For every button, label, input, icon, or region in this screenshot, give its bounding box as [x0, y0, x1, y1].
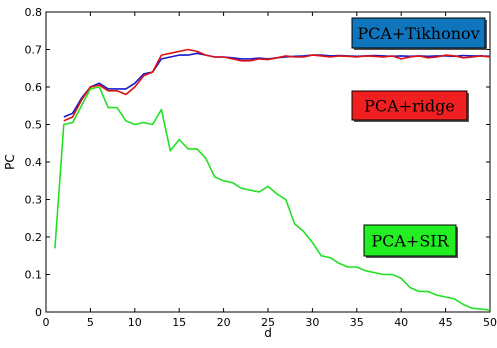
y-axis-label: PC [3, 154, 17, 170]
y-tick-label: 0 [35, 306, 42, 319]
legend-box-pca-tikhonov [351, 17, 486, 49]
legend-box-pca-ridge [351, 90, 468, 121]
legend-label-pca-tikhonov: PCA+Tikhonov [357, 24, 479, 43]
series-line-pca-ridge [63, 48, 491, 122]
y-tick-label: 0.5 [25, 119, 43, 132]
series-line-pca-sir [54, 86, 491, 311]
x-axis-label: d [264, 326, 272, 340]
x-tick-label: 5 [87, 316, 94, 329]
y-tick-label: 0.7 [25, 44, 43, 57]
x-tick-label: 0 [43, 316, 50, 329]
y-tick-label: 0.8 [25, 6, 43, 19]
x-tick-label: 35 [350, 316, 364, 329]
x-tick-label: 15 [172, 316, 186, 329]
legend-boxes: PCA+Tikhonov PCA+ridge PCA+SIR [351, 17, 487, 258]
series-lines [54, 48, 491, 311]
legend-label-pca-ridge: PCA+ridge [364, 97, 455, 116]
axis-ticks: 0 5 10 15 20 25 30 35 40 45 50 0 0.1 0.2 0.3 0.4 0.5 0.6 0… [25, 6, 497, 329]
y-tick-label: 0.4 [25, 156, 43, 169]
y-tick-label: 0.6 [25, 81, 43, 94]
plot-frame [45, 11, 491, 313]
legend-label-pca-sir: PCA+SIR [371, 232, 449, 251]
x-tick-label: 30 [305, 316, 319, 329]
y-tick-label: 0.1 [25, 269, 43, 282]
y-tick-label: 0.2 [25, 231, 43, 244]
y-tick-label: 0.3 [25, 194, 43, 207]
x-tick-label: 40 [394, 316, 408, 329]
x-tick-label: 10 [128, 316, 142, 329]
x-tick-label: 20 [217, 316, 231, 329]
x-tick-label: 45 [439, 316, 453, 329]
legend-box-pca-sir [363, 224, 457, 257]
x-tick-label: 25 [261, 316, 275, 329]
x-tick-label: 50 [483, 316, 497, 329]
